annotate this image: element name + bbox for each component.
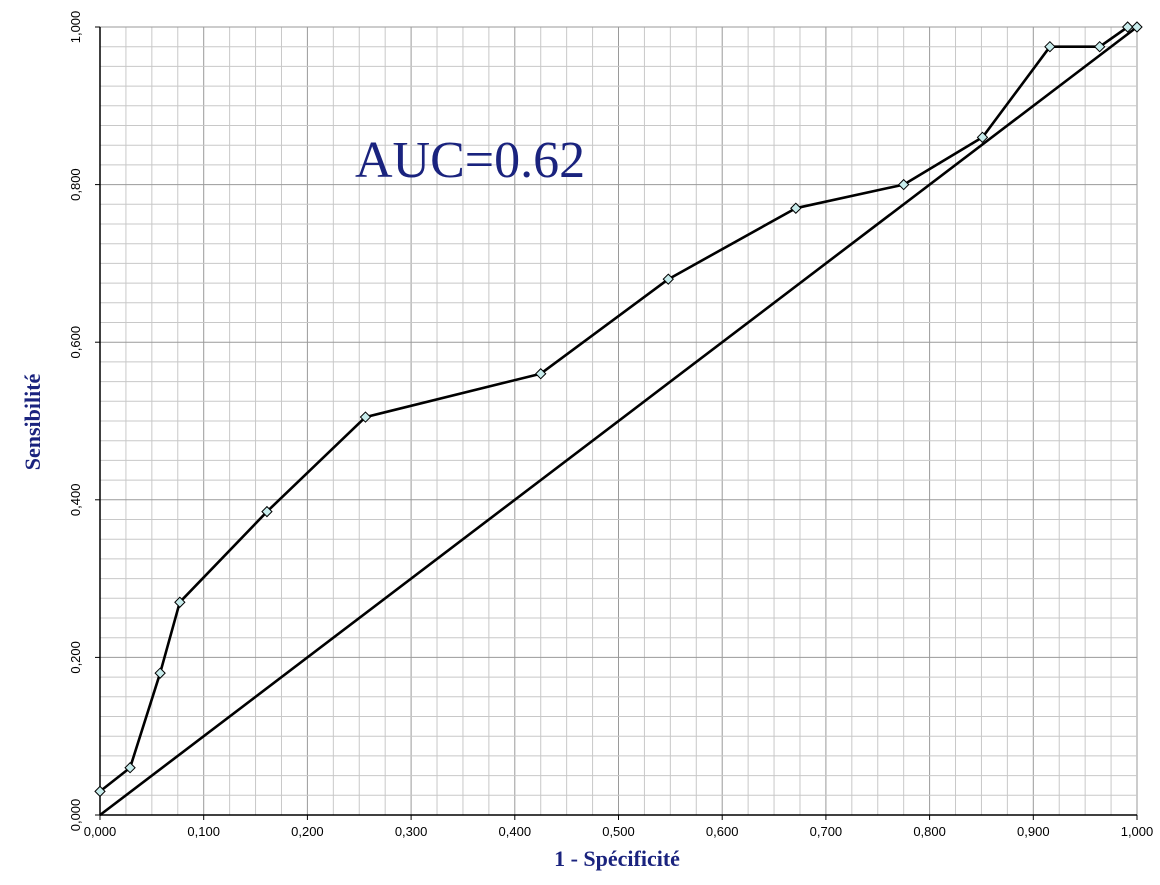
x-tick-label: 0,200 bbox=[291, 824, 324, 839]
x-tick-label: 0,100 bbox=[187, 824, 220, 839]
roc-point-marker bbox=[154, 667, 166, 679]
axes: 0,000 0,100 0,200 0,300 0,400 0,500 0,600 0,700… bbox=[68, 11, 1153, 839]
y-tick-label: 0,600 bbox=[68, 326, 83, 359]
grid bbox=[99, 26, 1138, 816]
x-tick-label: 0,400 bbox=[499, 824, 532, 839]
roc-point-marker bbox=[124, 762, 136, 774]
roc-point-marker bbox=[1044, 40, 1056, 53]
roc-point-marker bbox=[976, 131, 989, 144]
auc-annotation: AUC=0.62 bbox=[355, 132, 585, 189]
y-tick-label: 0,200 bbox=[68, 641, 83, 674]
diagonal-reference-line bbox=[99, 25, 1138, 817]
roc-point-marker bbox=[1121, 21, 1134, 33]
roc-point-marker bbox=[1093, 40, 1106, 53]
roc-point-marker bbox=[261, 505, 273, 518]
x-tick-label: 0,700 bbox=[810, 824, 843, 839]
roc-point-marker bbox=[790, 202, 802, 214]
x-tick-label: 0,000 bbox=[84, 824, 117, 839]
markers bbox=[94, 21, 1143, 798]
y-tick-label: 0,800 bbox=[68, 168, 83, 201]
x-tick-label: 0,300 bbox=[395, 824, 428, 839]
y-tick-label: 1,000 bbox=[68, 11, 83, 44]
roc-point-marker bbox=[535, 368, 547, 380]
x-tick-label: 0,600 bbox=[706, 824, 739, 839]
roc-point-marker bbox=[897, 178, 910, 191]
y-tick-label: 0,000 bbox=[68, 799, 83, 832]
y-axis-title: Sensibilité bbox=[20, 373, 45, 470]
roc-point-marker bbox=[662, 273, 674, 285]
x-tick-label: 0,800 bbox=[913, 824, 946, 839]
roc-point-marker bbox=[174, 596, 186, 608]
x-tick-label: 0,900 bbox=[1017, 824, 1050, 839]
y-tick-label: 0,400 bbox=[68, 484, 83, 517]
x-tick-label: 0,500 bbox=[602, 824, 635, 839]
x-tick-label: 1,000 bbox=[1121, 824, 1154, 839]
roc-point-marker bbox=[1131, 21, 1143, 33]
roc-point-marker bbox=[359, 411, 372, 423]
roc-point-marker bbox=[94, 785, 106, 798]
x-axis-title: 1 - Spécificité bbox=[554, 846, 680, 871]
